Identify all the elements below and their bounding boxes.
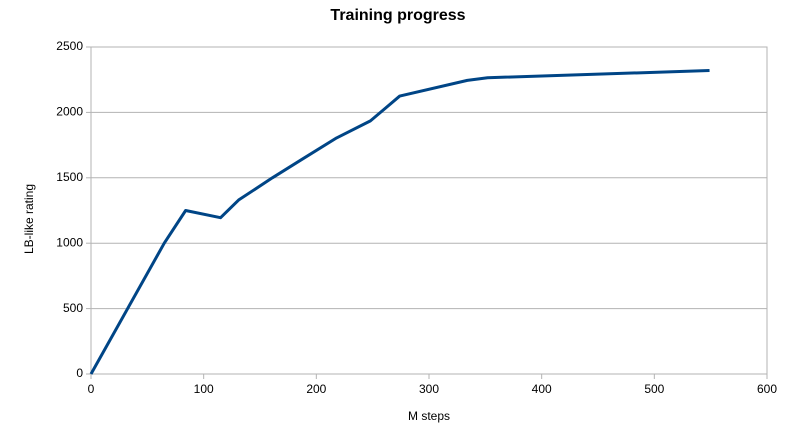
y-axis-label: LB-like rating xyxy=(22,184,36,254)
x-tick-label: 500 xyxy=(644,382,664,396)
y-tick-label: 2500 xyxy=(56,39,83,53)
data-line xyxy=(89,69,710,375)
y-tick-label: 0 xyxy=(76,366,83,380)
x-tick-label: 0 xyxy=(88,382,95,396)
x-tick-label: 100 xyxy=(194,382,214,396)
y-tick-label: 500 xyxy=(63,301,83,315)
x-axis-label: M steps xyxy=(408,409,450,423)
x-tick-label: 300 xyxy=(419,382,439,396)
plot-frame xyxy=(90,46,768,375)
y-tick-label: 2000 xyxy=(56,105,83,119)
x-tick-label: 600 xyxy=(757,382,777,396)
y-tick-label: 1000 xyxy=(56,235,83,249)
y-tick-label: 1500 xyxy=(56,170,83,184)
x-tick-label: 400 xyxy=(532,382,552,396)
chart-title: Training progress xyxy=(330,7,465,24)
x-tick-label: 200 xyxy=(306,382,326,396)
